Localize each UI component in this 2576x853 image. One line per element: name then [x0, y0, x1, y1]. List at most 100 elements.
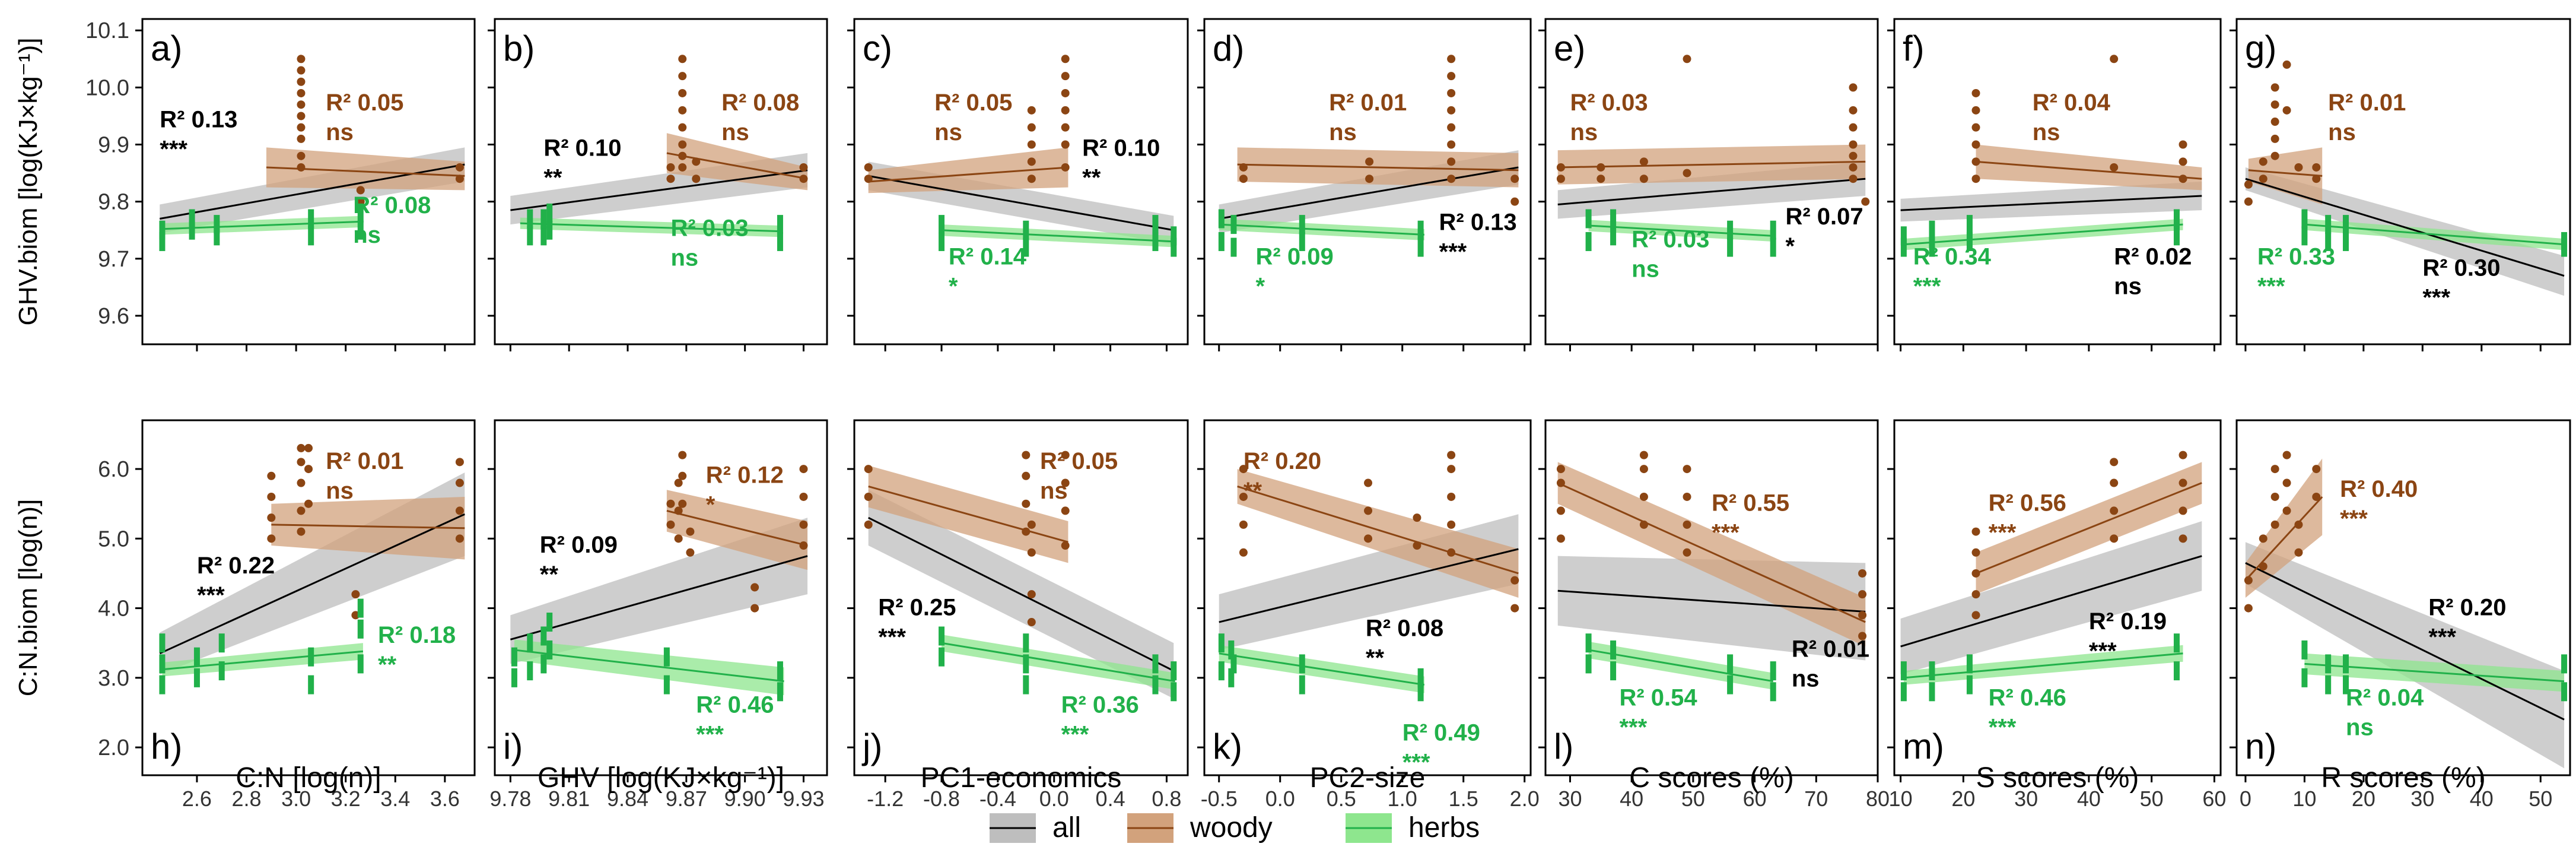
herbs-significance-label: *** [1061, 721, 1089, 747]
x-tick-label: 0 [2240, 787, 2251, 811]
panel-h: h) R² 0.01 ns R² 0.22 *** R² 0.18 ** 2.6 2.8 3.0 3… [98, 419, 476, 811]
herbs-point [1218, 232, 1225, 251]
woody-point [1971, 569, 1980, 578]
herbs-point [357, 220, 364, 240]
woody-point [674, 534, 683, 543]
woody-point [1556, 534, 1565, 543]
herbs-significance-label: ** [378, 652, 397, 678]
woody-point [2282, 451, 2291, 459]
woody-point [1027, 106, 1036, 115]
panel-label: n) [2245, 727, 2276, 766]
herbs-point [777, 682, 783, 702]
woody-significance-label: ns [326, 119, 354, 145]
woody-confidence-band [266, 147, 465, 191]
woody-point [1027, 175, 1036, 183]
panel-plot-area [2244, 60, 2568, 296]
herbs-point [1171, 682, 1177, 702]
woody-point [1447, 175, 1456, 183]
herbs-point [159, 633, 166, 653]
herbs-fit-line [941, 229, 1175, 243]
woody-point [1022, 527, 1031, 536]
herbs-r2-label: R² 0.03 [670, 215, 748, 241]
herbs-point [1171, 661, 1177, 681]
woody-r2-label: R² 0.01 [1329, 90, 1407, 116]
herbs-r2-label: R² 0.14 [949, 243, 1027, 269]
herbs-point [2561, 232, 2568, 251]
woody-fit-line [868, 166, 1068, 183]
herbs-r2-label: R² 0.18 [378, 622, 456, 648]
herbs-point [777, 232, 783, 251]
woody-point [304, 499, 313, 508]
herbs-point [2343, 215, 2349, 234]
woody-point [1971, 611, 1980, 620]
herbs-point [540, 654, 547, 674]
herbs-r2-label: R² 0.46 [696, 692, 774, 718]
x-tick-label: 9.84 [607, 787, 648, 811]
herbs-point [540, 626, 547, 646]
herbs-point [1929, 661, 1935, 681]
panel-b: b) R² 0.08 ns R² 0.10 ** R² 0.03 ns [488, 18, 828, 351]
woody-point [455, 163, 464, 172]
y-tick-label: 10.0 [85, 75, 129, 100]
woody-point [1971, 88, 1980, 97]
woody-point [1683, 492, 1691, 501]
woody-point [1971, 590, 1980, 599]
herbs-point [1218, 209, 1225, 229]
panel-l: l) R² 0.55 *** R² 0.01 ns R² 0.54 *** 30 40 50 60 7… [1538, 419, 1890, 811]
herbs-point [1230, 237, 1237, 257]
woody-point [1061, 72, 1070, 81]
woody-point [666, 520, 675, 529]
legend-label-woody: woody [1190, 812, 1273, 844]
herbs-point [1727, 654, 1734, 674]
woody-point [678, 140, 687, 149]
x-tick-label: 9.90 [724, 787, 766, 811]
panel-frame [2235, 18, 2571, 345]
woody-point [686, 527, 695, 536]
herbs-point [218, 633, 225, 653]
herbs-point [777, 661, 783, 681]
woody-point [2282, 506, 2291, 515]
woody-point [678, 499, 687, 508]
x-tick-label: -1.2 [867, 787, 904, 811]
panel-frame [494, 419, 828, 776]
woody-point [1447, 465, 1456, 474]
woody-point [1447, 88, 1456, 97]
y-tick-label: 9.7 [98, 247, 129, 272]
y-tick-label: 4.0 [98, 597, 129, 621]
woody-point [2259, 175, 2267, 183]
woody-point [1639, 451, 1648, 459]
panel-frame [1893, 419, 2222, 776]
herbs-point [1230, 654, 1237, 674]
panel-frame [1893, 18, 2222, 345]
herbs-point [527, 226, 533, 246]
x-tick-label: 60 [1743, 787, 1767, 811]
x-tick-label: 30 [2014, 787, 2038, 811]
woody-point [1447, 548, 1456, 557]
woody-significance-label: ns [721, 119, 749, 145]
woody-point [2312, 175, 2321, 183]
all-significance-label: ** [540, 562, 559, 588]
herbs-significance-label: * [949, 273, 958, 299]
x-tick-label: 2.6 [182, 787, 212, 811]
panel-label: i) [503, 727, 523, 766]
herbs-r2-label: R² 0.54 [1619, 685, 1697, 711]
woody-significance-label: *** [2340, 506, 2368, 532]
woody-point [1447, 492, 1456, 501]
woody-point [2179, 140, 2187, 149]
herbs-fit-line [1903, 652, 2183, 679]
woody-point [1239, 175, 1248, 183]
woody-significance-label: ns [2328, 119, 2356, 145]
x-tick-label: 60 [2202, 787, 2226, 811]
herbs-point [2325, 654, 2332, 674]
panel-e: e) R² 0.03 ns R² 0.07 * R² 0.03 ns [1538, 18, 1879, 351]
panel-frame [141, 419, 476, 776]
woody-point [678, 163, 687, 172]
panel-plot-area [1556, 451, 1867, 702]
woody-r2-label: R² 0.03 [1570, 90, 1648, 116]
herbs-point [159, 654, 166, 674]
woody-point [1556, 465, 1565, 474]
herbs-significance-label: *** [1403, 749, 1430, 775]
all-significance-label: *** [1439, 239, 1467, 265]
herbs-r2-label: R² 0.09 [1256, 243, 1334, 269]
